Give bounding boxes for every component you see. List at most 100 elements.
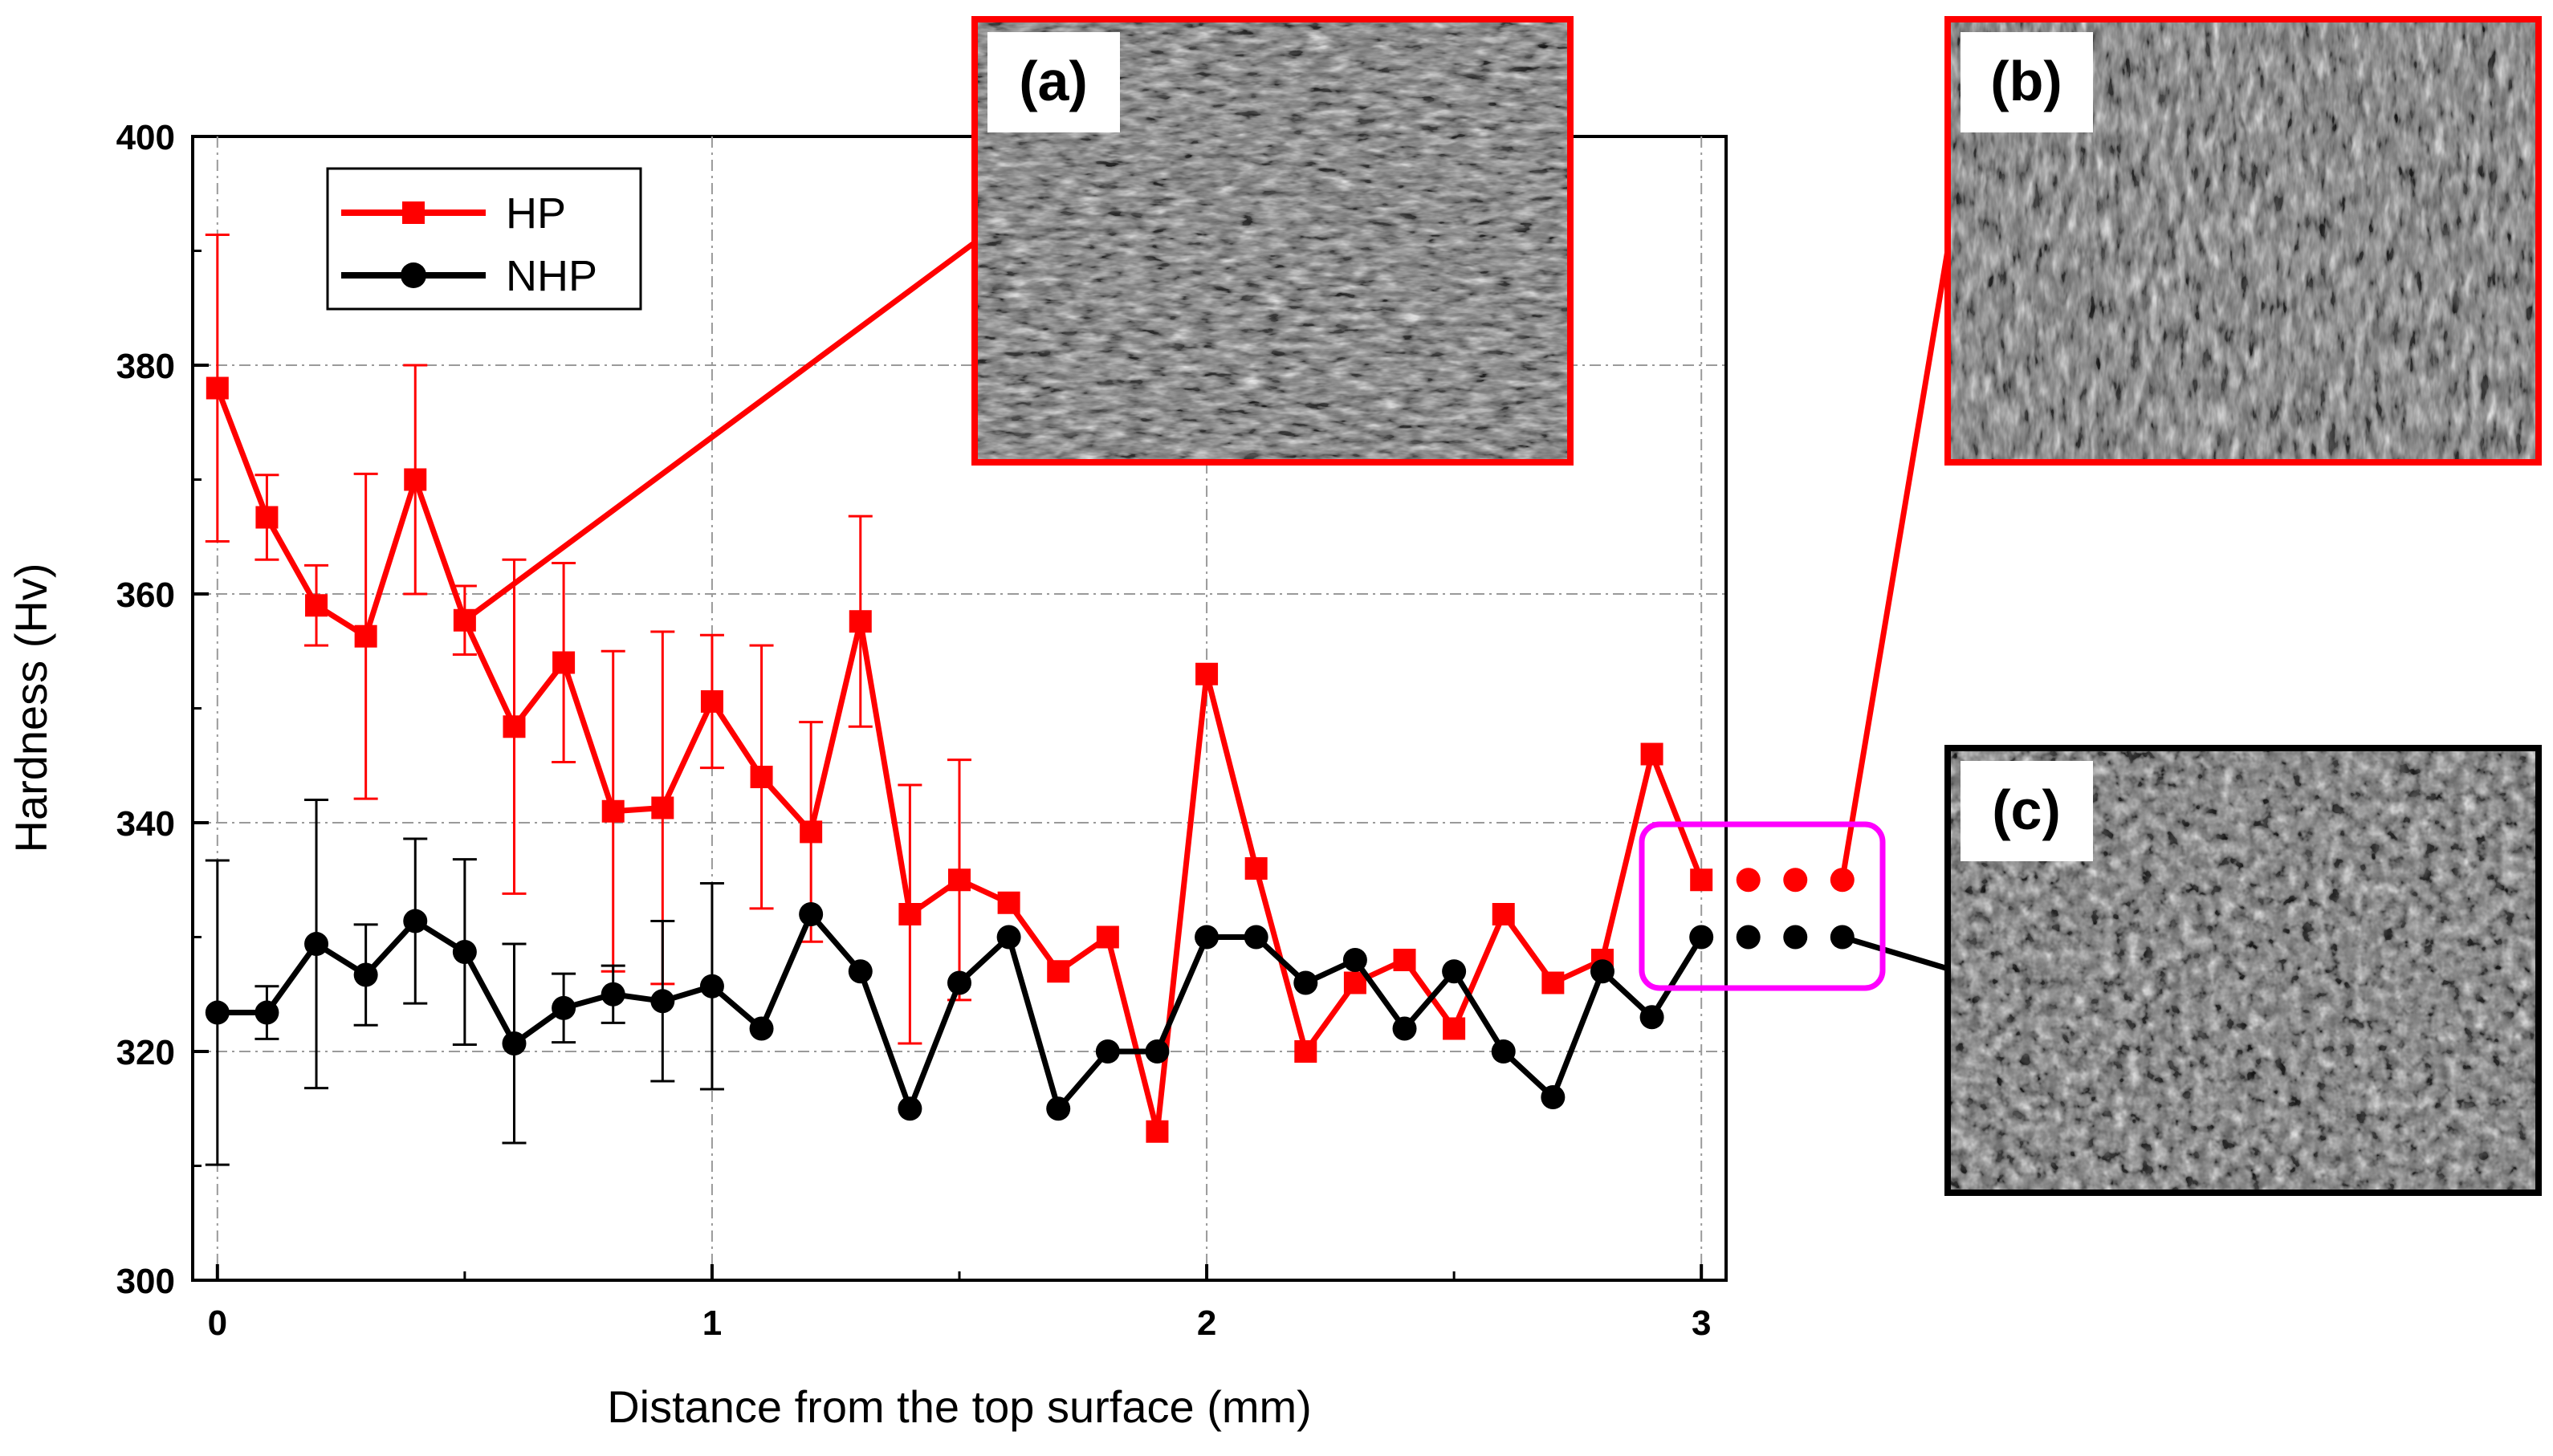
legend-label-hp: HP	[506, 189, 566, 238]
inset-a-label: (a)	[1019, 50, 1088, 112]
y-tick-label: 400	[116, 118, 175, 157]
hp-data-point	[948, 868, 971, 892]
nhp-data-point	[601, 982, 625, 1007]
nhp-data-point	[1342, 948, 1367, 972]
legend-marker-hp	[402, 201, 425, 224]
nhp-data-point	[1541, 1085, 1566, 1109]
y-tick-label: 360	[116, 575, 175, 615]
hp-data-point	[997, 891, 1020, 914]
hp-data-point	[1294, 1040, 1317, 1063]
nhp-continuation-dot	[1830, 925, 1855, 950]
nhp-data-point	[254, 1000, 279, 1025]
nhp-data-point	[1195, 925, 1219, 950]
x-tick-label: 2	[1197, 1303, 1216, 1343]
connector-line-a	[462, 238, 979, 623]
nhp-data-point	[699, 974, 724, 998]
hp-data-point	[800, 820, 823, 844]
hp-data-point	[255, 506, 279, 529]
nhp-data-point	[1293, 970, 1318, 995]
hp-continuation-dot	[1830, 868, 1855, 893]
nhp-data-point	[1244, 925, 1268, 950]
hp-data-point	[552, 651, 576, 674]
connector-line-c	[1841, 934, 1952, 973]
hp-continuation-dot	[1783, 868, 1808, 893]
inset-b-frame	[1944, 16, 2542, 466]
highlight-box	[1639, 821, 1886, 991]
hp-data-point	[601, 799, 625, 823]
hp-data-point	[1541, 971, 1565, 994]
hp-data-point	[206, 376, 229, 400]
hp-data-point	[354, 624, 377, 648]
nhp-data-point	[205, 1000, 230, 1025]
hp-data-point	[453, 608, 476, 632]
nhp-data-point	[1046, 1096, 1071, 1121]
legend: HP NHP	[326, 167, 642, 311]
hp-data-point	[503, 715, 526, 738]
inset-c-frame	[1944, 745, 2542, 1196]
nhp-data-point	[1590, 959, 1614, 984]
y-tick-label: 300	[116, 1262, 175, 1301]
inset-b-label-bg	[1961, 32, 2093, 132]
connector-layer	[462, 230, 1954, 973]
hp-continuation-dot	[1736, 868, 1761, 893]
inset-a-frame	[971, 16, 1574, 466]
inset-a: (a)	[971, 16, 1574, 466]
nhp-data-point	[650, 989, 675, 1014]
nhp-data-point	[996, 925, 1021, 950]
y-axis-label: Hardness (Hv)	[6, 563, 56, 853]
x-tick-label: 0	[208, 1303, 227, 1343]
nhp-data-point	[353, 962, 378, 987]
hp-data-point	[1443, 1017, 1466, 1040]
nhp-continuation-dot	[1783, 925, 1808, 950]
inset-c-label-bg	[1961, 761, 2093, 861]
x-axis-label: Distance from the top surface (mm)	[607, 1381, 1312, 1432]
y-tick-label: 340	[116, 804, 175, 844]
legend-label-nhp: NHP	[506, 252, 597, 300]
inset-c-label: (c)	[1992, 779, 2061, 841]
hp-data-point	[849, 610, 872, 633]
hp-data-point	[1146, 1120, 1169, 1143]
inset-b: (b)	[1944, 16, 2542, 466]
legend-marker-nhp	[401, 262, 426, 288]
hp-data-point	[1195, 662, 1219, 685]
nhp-data-point	[1491, 1039, 1516, 1064]
y-tick-label: 320	[116, 1033, 175, 1072]
x-tick-label: 1	[702, 1303, 722, 1343]
nhp-data-point	[452, 940, 477, 965]
nhp-data-point	[403, 909, 428, 933]
hp-data-point	[898, 903, 922, 925]
nhp-data-point	[1689, 925, 1714, 950]
inset-c: (c)	[1944, 745, 2542, 1196]
hp-data-point	[1343, 971, 1366, 994]
nhp-continuation-dot	[1736, 925, 1761, 950]
y-tick-label: 380	[116, 347, 175, 386]
nhp-data-point	[304, 932, 329, 957]
hp-data-point	[1096, 925, 1119, 949]
hp-data-point	[1690, 868, 1713, 892]
hp-data-point	[1393, 949, 1416, 971]
nhp-data-point	[1639, 1005, 1664, 1030]
hp-data-point	[1244, 857, 1268, 880]
hp-data-point	[1640, 742, 1663, 766]
hp-data-point	[651, 796, 674, 820]
nhp-data-point	[1095, 1039, 1120, 1064]
nhp-data-point	[799, 902, 824, 926]
nhp-data-point	[552, 995, 576, 1020]
series-layer	[205, 234, 1855, 1166]
nhp-data-point	[502, 1031, 527, 1056]
connector-line-b	[1839, 230, 1954, 881]
legend-box	[326, 167, 642, 311]
hp-data-point	[305, 594, 328, 617]
x-tick-label: 3	[1692, 1303, 1711, 1343]
hp-data-point	[1492, 903, 1515, 925]
nhp-data-point	[749, 1016, 774, 1041]
nhp-data-point	[947, 970, 971, 995]
nhp-data-point	[898, 1096, 922, 1121]
tick-layer: 0 1 2 3 300 320 340 360 380 400	[116, 118, 1712, 1343]
nhp-data-point	[1145, 1039, 1170, 1064]
inset-b-label: (b)	[1990, 50, 2062, 112]
nhp-data-point	[848, 959, 873, 984]
hp-data-point	[700, 689, 723, 713]
hp-data-point	[750, 766, 773, 788]
